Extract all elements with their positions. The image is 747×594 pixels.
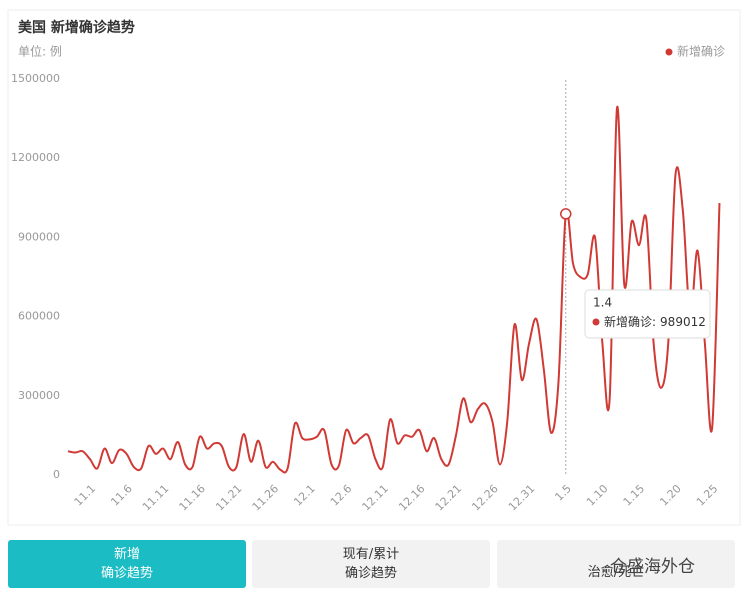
- tooltip-box: [584, 289, 711, 339]
- tab[interactable]: 治愈/死亡: [497, 540, 735, 588]
- tab[interactable]: 新增 确诊趋势: [8, 540, 246, 588]
- chart-subtitle: 单位: 例: [18, 44, 62, 59]
- tooltip-name: 新增确诊:: [604, 314, 656, 329]
- y-tick-label: 1200000: [11, 151, 60, 164]
- y-tick-label: 0: [53, 468, 60, 481]
- tooltip-label: 1.4: [593, 296, 612, 310]
- tab-label: 新增: [113, 547, 140, 562]
- card: [7, 9, 741, 526]
- tab[interactable]: 现有/累计确诊趋势: [252, 540, 490, 588]
- legend-label: 新增确诊: [677, 44, 725, 59]
- tab-label: 治愈/死亡: [587, 565, 645, 580]
- legend-marker: [665, 48, 673, 56]
- tab-label: 确诊趋势: [344, 566, 397, 581]
- y-tick-label: 600000: [18, 310, 60, 323]
- y-tick-label: 1500000: [11, 72, 60, 85]
- watermark: 仓盛海外仓: [610, 557, 695, 577]
- line: [67, 105, 721, 474]
- tooltip-value: 989012: [660, 315, 706, 329]
- highlight-point: [560, 208, 572, 220]
- chart-title: 美国 新增确诊趋势: [18, 19, 135, 36]
- tooltip-text: 新增确诊: 989012: [604, 314, 706, 329]
- tooltip: 1.4 新增确诊: 989012: [584, 289, 711, 339]
- chart: 美国 新增确诊趋势 单位: 例 0 300000 600000 900000 12000…: [7, 9, 741, 526]
- tab-label: 确诊趋势: [100, 566, 153, 581]
- y-tick-label: 300000: [18, 389, 60, 402]
- tooltip-marker: [592, 318, 600, 326]
- y-tick-label: 900000: [18, 230, 60, 243]
- tab-label: 现有/累计: [342, 547, 400, 562]
